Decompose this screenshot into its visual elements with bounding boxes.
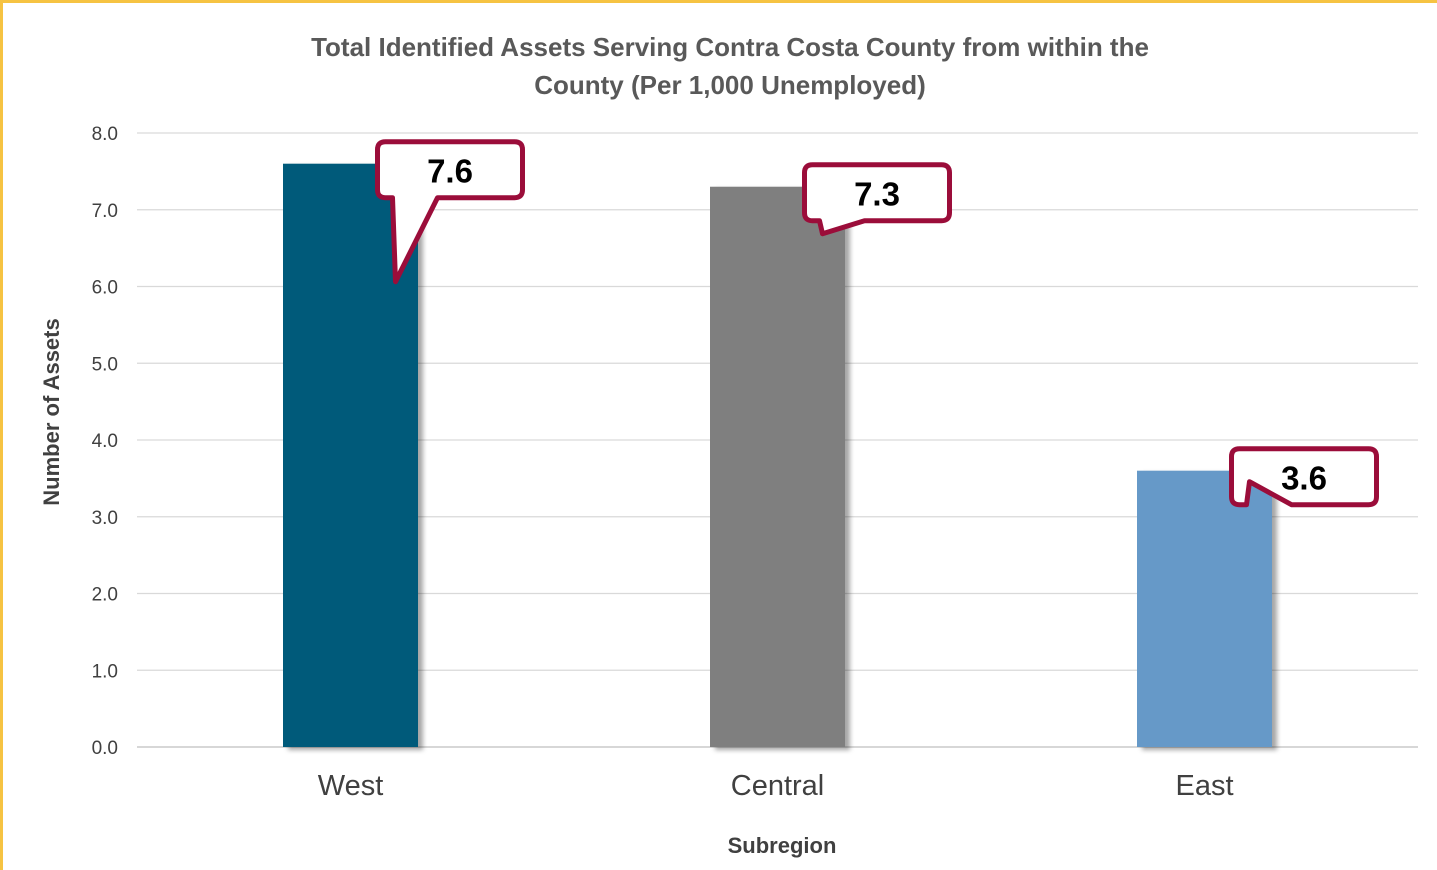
callout-box	[1229, 446, 1379, 508]
data-label: 7.6	[427, 153, 473, 190]
callout-east: 3.6	[1229, 446, 1379, 508]
bar-east	[1137, 470, 1272, 747]
callout-west: 7.6	[375, 139, 525, 285]
y-tick-label: 7.0	[92, 201, 118, 222]
chart-title-line-1: Total Identified Assets Serving Contra C…	[311, 32, 1149, 62]
chart-title: Total Identified Assets Serving Contra C…	[311, 32, 1149, 100]
x-tick-label: West	[318, 770, 384, 802]
callout-box	[802, 162, 952, 237]
y-axis-ticks: 0.0 1.0 2.0 3.0 4.0 5.0 6.0 7.0 8.0	[92, 124, 118, 759]
x-axis-title: Subregion	[728, 833, 837, 858]
callout-central: 7.3	[802, 162, 952, 237]
y-tick-label: 3.0	[92, 508, 118, 529]
y-tick-label: 5.0	[92, 354, 118, 375]
y-tick-label: 6.0	[92, 278, 118, 299]
bars	[283, 163, 1272, 748]
bar-central	[710, 186, 845, 748]
data-label: 7.3	[854, 176, 900, 213]
x-tick-label: East	[1175, 770, 1233, 802]
y-tick-label: 8.0	[92, 124, 118, 145]
y-tick-label: 0.0	[92, 738, 118, 759]
data-label: 3.6	[1281, 460, 1327, 497]
y-tick-label: 1.0	[92, 661, 118, 682]
x-tick-label: Central	[731, 770, 825, 802]
y-axis-title: Number of Assets	[39, 318, 64, 505]
y-tick-label: 4.0	[92, 431, 118, 452]
data-callouts: 7.6 7.3 3.6	[375, 139, 1379, 508]
x-axis-ticks: West Central East	[318, 770, 1234, 802]
y-tick-label: 2.0	[92, 585, 118, 606]
callout-box	[375, 139, 525, 285]
chart-title-line-2: County (Per 1,000 Unemployed)	[534, 70, 926, 100]
